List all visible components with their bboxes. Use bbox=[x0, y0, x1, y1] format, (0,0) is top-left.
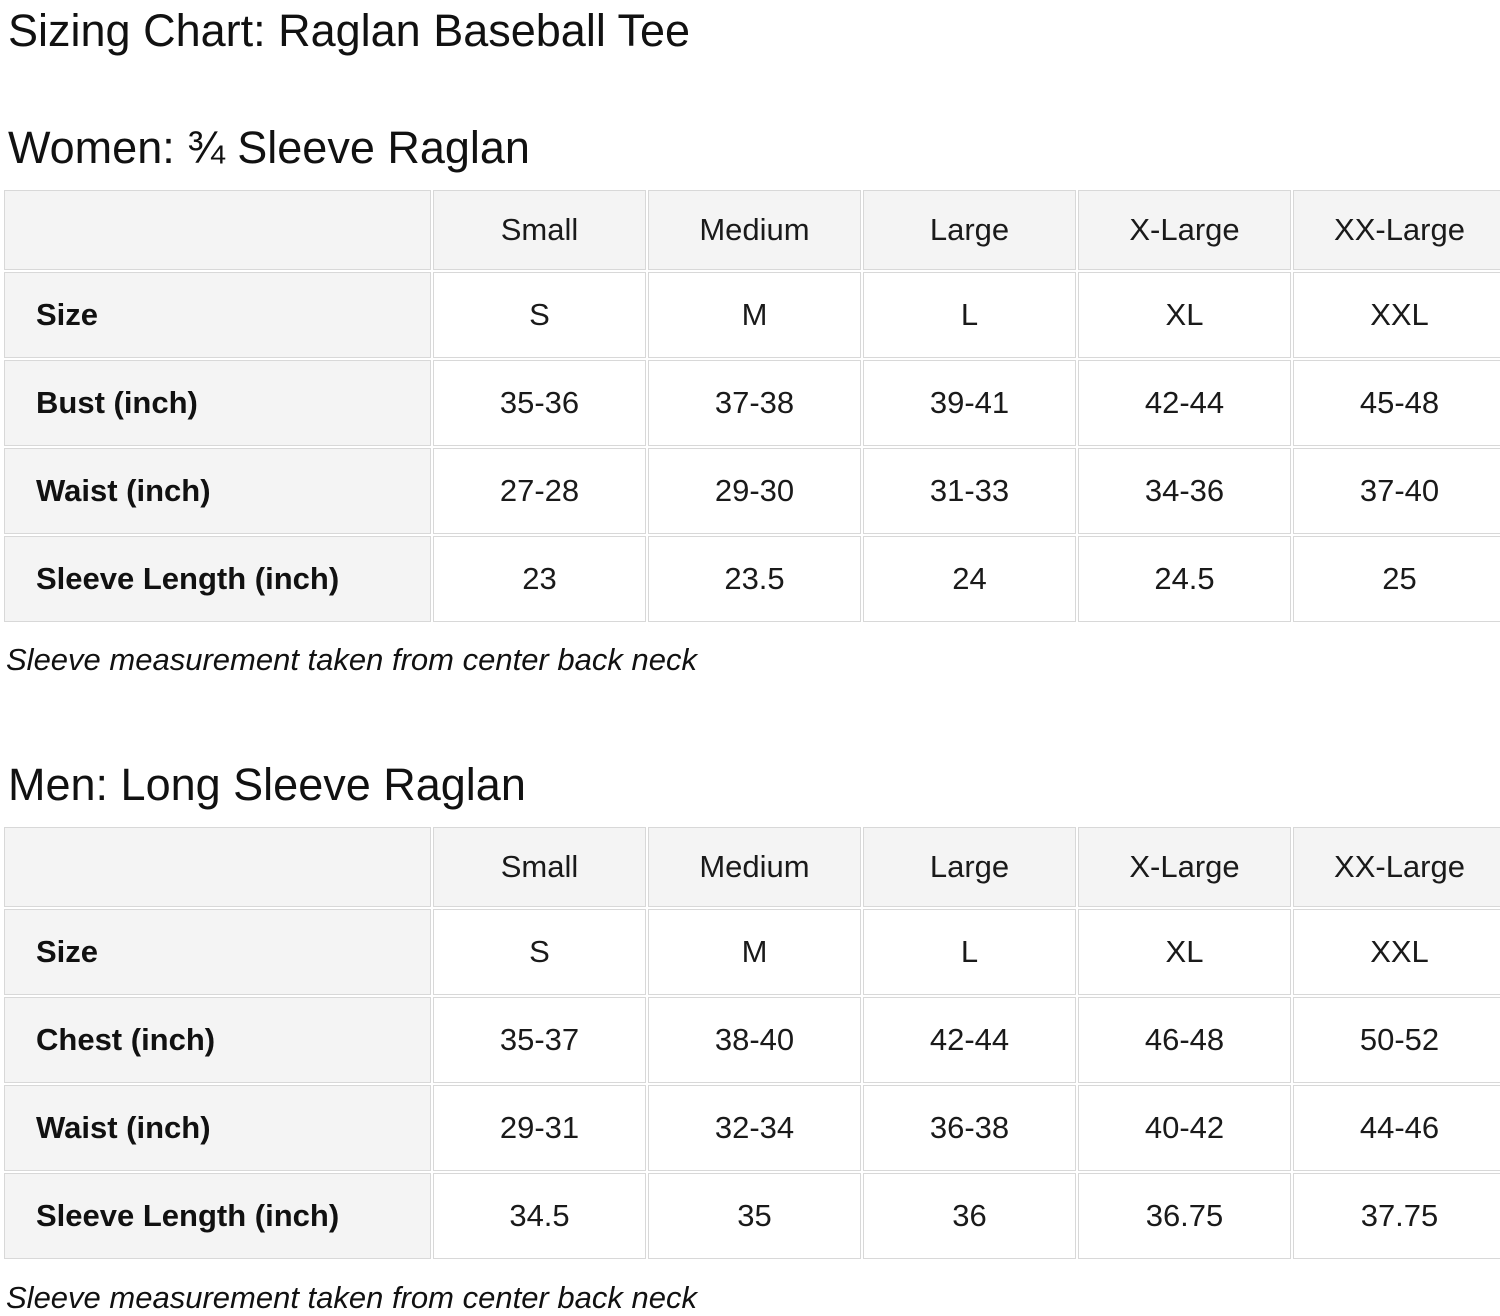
column-header-small: Small bbox=[433, 827, 646, 908]
cell: M bbox=[648, 272, 861, 359]
cell: 44-46 bbox=[1293, 1085, 1500, 1172]
column-header-large: Large bbox=[863, 190, 1076, 271]
table-row-bust: Bust (inch) 35-36 37-38 39-41 42-44 45-4… bbox=[4, 360, 1500, 447]
cell: 35-36 bbox=[433, 360, 646, 447]
cell: 23.5 bbox=[648, 536, 861, 623]
cell: 38-40 bbox=[648, 997, 861, 1084]
column-header-xxlarge: XX-Large bbox=[1293, 190, 1500, 271]
cell: M bbox=[648, 909, 861, 996]
table-row-sleeve-length: Sleeve Length (inch) 23 23.5 24 24.5 25 bbox=[4, 536, 1500, 623]
cell: 37-40 bbox=[1293, 448, 1500, 535]
cell: S bbox=[433, 909, 646, 996]
cell: 23 bbox=[433, 536, 646, 623]
cell: 24 bbox=[863, 536, 1076, 623]
cell: S bbox=[433, 272, 646, 359]
cell: 35-37 bbox=[433, 997, 646, 1084]
cell: XXL bbox=[1293, 909, 1500, 996]
row-label: Chest (inch) bbox=[4, 997, 431, 1084]
cell: 39-41 bbox=[863, 360, 1076, 447]
row-label: Size bbox=[4, 909, 431, 996]
cell: 29-30 bbox=[648, 448, 861, 535]
table-header-row: Small Medium Large X-Large XX-Large bbox=[4, 190, 1500, 271]
women-table-note: Sleeve measurement taken from center bac… bbox=[6, 642, 697, 678]
corner-cell bbox=[4, 190, 431, 271]
table-row-waist: Waist (inch) 29-31 32-34 36-38 40-42 44-… bbox=[4, 1085, 1500, 1172]
cell: 50-52 bbox=[1293, 997, 1500, 1084]
corner-cell bbox=[4, 827, 431, 908]
cell: 42-44 bbox=[863, 997, 1076, 1084]
table-row-chest: Chest (inch) 35-37 38-40 42-44 46-48 50-… bbox=[4, 997, 1500, 1084]
cell: 24.5 bbox=[1078, 536, 1291, 623]
women-sizing-table: Small Medium Large X-Large XX-Large Size… bbox=[2, 188, 1500, 624]
cell: L bbox=[863, 909, 1076, 996]
column-header-xlarge: X-Large bbox=[1078, 827, 1291, 908]
cell: 31-33 bbox=[863, 448, 1076, 535]
men-sizing-table: Small Medium Large X-Large XX-Large Size… bbox=[2, 825, 1500, 1261]
cell: 40-42 bbox=[1078, 1085, 1291, 1172]
row-label: Bust (inch) bbox=[4, 360, 431, 447]
row-label: Sleeve Length (inch) bbox=[4, 536, 431, 623]
column-header-xlarge: X-Large bbox=[1078, 190, 1291, 271]
cell: 37.75 bbox=[1293, 1173, 1500, 1260]
section-heading-women: Women: ¾ Sleeve Raglan bbox=[8, 122, 530, 174]
row-label: Size bbox=[4, 272, 431, 359]
row-label: Waist (inch) bbox=[4, 1085, 431, 1172]
row-label: Sleeve Length (inch) bbox=[4, 1173, 431, 1260]
column-header-large: Large bbox=[863, 827, 1076, 908]
cell: XXL bbox=[1293, 272, 1500, 359]
cell: 37-38 bbox=[648, 360, 861, 447]
cell: 34-36 bbox=[1078, 448, 1291, 535]
cell: XL bbox=[1078, 909, 1291, 996]
column-header-small: Small bbox=[433, 190, 646, 271]
men-table-note: Sleeve measurement taken from center bac… bbox=[6, 1280, 697, 1316]
page-title: Sizing Chart: Raglan Baseball Tee bbox=[8, 5, 691, 56]
table-row-size: Size S M L XL XXL bbox=[4, 909, 1500, 996]
column-header-medium: Medium bbox=[648, 827, 861, 908]
cell: 35 bbox=[648, 1173, 861, 1260]
cell: 42-44 bbox=[1078, 360, 1291, 447]
cell: 36 bbox=[863, 1173, 1076, 1260]
cell: 36.75 bbox=[1078, 1173, 1291, 1260]
table-row-sleeve-length: Sleeve Length (inch) 34.5 35 36 36.75 37… bbox=[4, 1173, 1500, 1260]
table-row-waist: Waist (inch) 27-28 29-30 31-33 34-36 37-… bbox=[4, 448, 1500, 535]
cell: 36-38 bbox=[863, 1085, 1076, 1172]
cell: 45-48 bbox=[1293, 360, 1500, 447]
section-heading-men: Men: Long Sleeve Raglan bbox=[8, 759, 526, 811]
column-header-medium: Medium bbox=[648, 190, 861, 271]
row-label: Waist (inch) bbox=[4, 448, 431, 535]
cell: 27-28 bbox=[433, 448, 646, 535]
table-row-size: Size S M L XL XXL bbox=[4, 272, 1500, 359]
cell: 32-34 bbox=[648, 1085, 861, 1172]
cell: 34.5 bbox=[433, 1173, 646, 1260]
cell: 29-31 bbox=[433, 1085, 646, 1172]
column-header-xxlarge: XX-Large bbox=[1293, 827, 1500, 908]
cell: L bbox=[863, 272, 1076, 359]
table-header-row: Small Medium Large X-Large XX-Large bbox=[4, 827, 1500, 908]
cell: XL bbox=[1078, 272, 1291, 359]
cell: 25 bbox=[1293, 536, 1500, 623]
cell: 46-48 bbox=[1078, 997, 1291, 1084]
